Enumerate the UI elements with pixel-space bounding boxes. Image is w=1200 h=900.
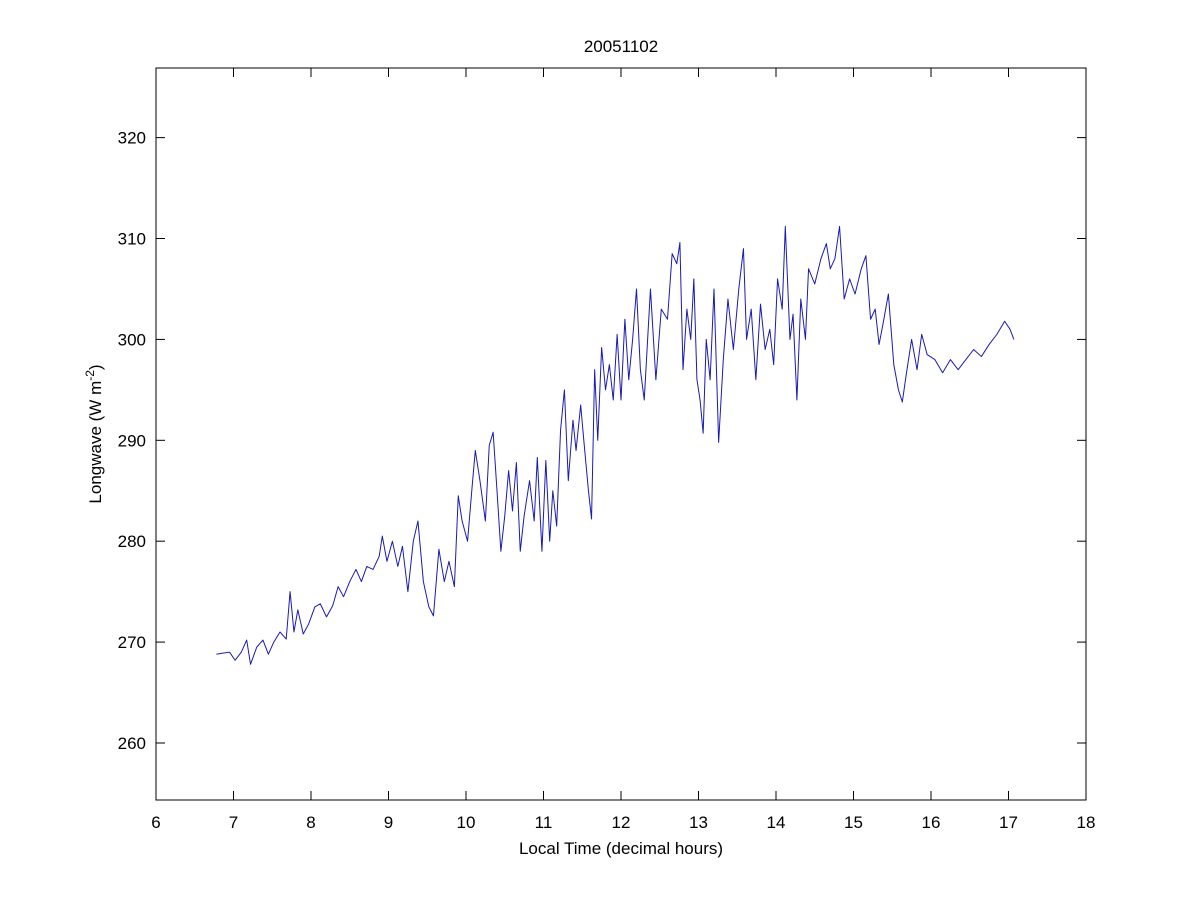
- x-tick-label: 15: [844, 813, 863, 832]
- x-tick-label: 17: [999, 813, 1018, 832]
- y-tick-label: 270: [118, 633, 146, 652]
- x-tick-label: 14: [767, 813, 786, 832]
- y-tick-label: 280: [118, 532, 146, 551]
- data-line: [216, 225, 1015, 665]
- x-tick-label: 10: [457, 813, 476, 832]
- x-tick-label: 16: [922, 813, 941, 832]
- x-tick-label: 9: [384, 813, 393, 832]
- y-axis-label: Longwave (W m-2): [83, 364, 105, 503]
- y-tick-label: 290: [118, 431, 146, 450]
- chart-title: 20051102: [584, 37, 658, 56]
- x-tick-label: 12: [612, 813, 631, 832]
- x-tick-label: 11: [535, 813, 553, 832]
- x-tick-label: 7: [229, 813, 238, 832]
- y-label-end: ): [86, 364, 105, 370]
- y-tick-label: 260: [118, 734, 146, 753]
- x-axis-label: Local Time (decimal hours): [519, 839, 723, 858]
- y-tick-label: 320: [118, 129, 146, 148]
- x-tick-label: 6: [151, 813, 160, 832]
- x-tick-label: 8: [306, 813, 315, 832]
- x-tick-label: 18: [1077, 813, 1096, 832]
- y-label-text: Longwave (W m: [86, 381, 105, 504]
- x-tick-label: 13: [689, 813, 708, 832]
- y-tick-label: 310: [118, 230, 146, 249]
- y-tick-label: 300: [118, 330, 146, 349]
- y-label-sup: -2: [83, 370, 97, 381]
